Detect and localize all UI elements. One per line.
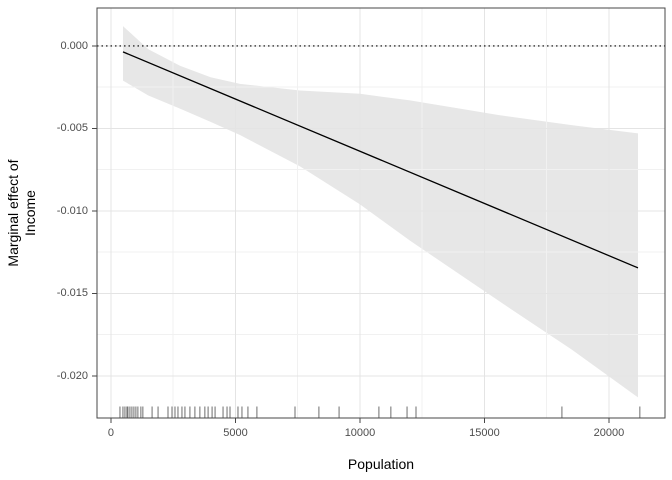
x-tick-label: 10000: [344, 427, 376, 439]
y-tick-label: -0.005: [56, 122, 88, 135]
x-axis-title: Population: [347, 456, 415, 472]
y-tick-label: -0.010: [56, 204, 88, 217]
x-tick-label: 0: [107, 427, 115, 439]
y-tick-label: -0.020: [56, 369, 88, 382]
y-tick-label: -0.015: [56, 287, 88, 300]
panel-border: [96, 7, 666, 419]
confidence-band: [122, 26, 638, 398]
x-tick-label: 15000: [469, 427, 500, 439]
marginal-effect-line: [122, 51, 639, 269]
y-axis-title: Marginal effect of Income: [5, 159, 38, 267]
x-tick-label: 5000: [223, 427, 248, 439]
x-tick-label: 20000: [593, 427, 625, 439]
y-tick-label: 0.000: [60, 39, 88, 52]
